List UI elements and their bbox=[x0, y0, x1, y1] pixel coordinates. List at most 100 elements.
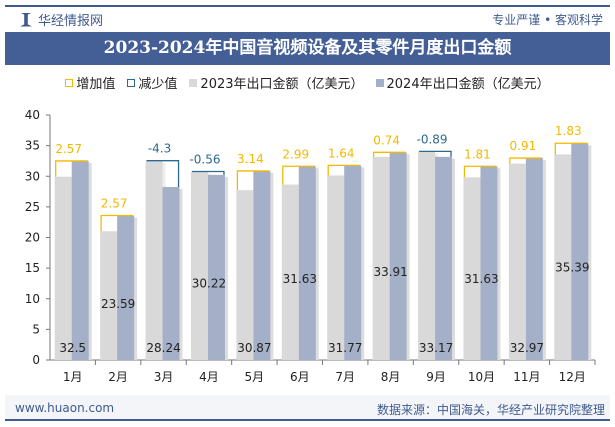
legend-swatch-2024 bbox=[375, 78, 384, 87]
change-label: 1.83 bbox=[555, 124, 582, 138]
value-label: 31.63 bbox=[464, 272, 498, 286]
decrease-bracket bbox=[146, 160, 180, 188]
legend-label: 增加值 bbox=[76, 77, 116, 92]
change-label: -0.89 bbox=[417, 132, 448, 146]
value-label: 33.17 bbox=[419, 341, 453, 355]
top-rule bbox=[5, 5, 610, 7]
bar-2024 bbox=[480, 166, 498, 360]
x-tick-label: 8月 bbox=[381, 370, 401, 384]
change-label: 1.81 bbox=[464, 147, 491, 161]
y-tick-label: 35 bbox=[25, 139, 40, 153]
x-tick-label: 12月 bbox=[559, 370, 586, 384]
change-label: 2.57 bbox=[55, 142, 82, 156]
chart-title: 2023-2024年中国音视频设备及其零件月度出口金额 bbox=[5, 32, 610, 65]
bar-2023 bbox=[190, 171, 208, 360]
bar-2023 bbox=[281, 184, 299, 360]
value-label: 33.91 bbox=[373, 265, 407, 279]
value-label: 30.87 bbox=[237, 341, 271, 355]
value-label: 23.59 bbox=[101, 297, 135, 311]
bar-2023 bbox=[554, 154, 572, 360]
value-label: 31.77 bbox=[328, 341, 362, 355]
bar-2024 bbox=[162, 187, 180, 360]
y-tick-label: 15 bbox=[25, 261, 40, 275]
change-label: 2.57 bbox=[101, 197, 128, 211]
bar-2023 bbox=[145, 160, 163, 360]
footer bbox=[5, 395, 610, 419]
value-label: 28.24 bbox=[146, 341, 180, 355]
x-tick-label: 11月 bbox=[513, 370, 540, 384]
x-tick-label: 6月 bbox=[290, 370, 310, 384]
change-label: 2.99 bbox=[282, 147, 309, 161]
x-tick-label: 9月 bbox=[426, 370, 446, 384]
legend-swatch-increase bbox=[65, 78, 74, 87]
y-tick-label: 30 bbox=[25, 169, 40, 183]
legend-label: 2024年出口金额（亿美元） bbox=[386, 77, 550, 92]
brand-name: 华经情报网 bbox=[38, 14, 104, 29]
legend-swatch-2023 bbox=[189, 78, 198, 87]
bar-2024 bbox=[207, 174, 225, 360]
footer-url[interactable]: www.huaon.com bbox=[15, 401, 115, 415]
x-tick-label: 10月 bbox=[468, 370, 495, 384]
y-tick-label: 20 bbox=[25, 231, 40, 245]
value-label: 30.22 bbox=[192, 276, 226, 290]
legend-swatch-decrease bbox=[127, 78, 136, 87]
bar-2023 bbox=[236, 190, 254, 360]
legend-label: 2023年出口金额（亿美元） bbox=[200, 77, 364, 92]
bar-2024 bbox=[571, 143, 589, 360]
bar-2023 bbox=[100, 231, 118, 360]
increase-bracket bbox=[327, 164, 361, 176]
y-tick-label: 25 bbox=[25, 200, 40, 214]
bar-2024 bbox=[435, 156, 453, 360]
bar-2023 bbox=[54, 176, 72, 360]
legend-label: 减少值 bbox=[138, 77, 178, 92]
change-label: 0.91 bbox=[510, 139, 537, 153]
increase-bracket bbox=[372, 151, 406, 157]
change-label: -0.56 bbox=[189, 152, 220, 166]
increase-bracket bbox=[509, 157, 542, 164]
value-label: 32.97 bbox=[510, 341, 544, 355]
bar-2024 bbox=[117, 215, 135, 360]
bar-2024 bbox=[298, 166, 316, 360]
y-tick-label: 40 bbox=[25, 108, 40, 122]
x-tick-label: 1月 bbox=[63, 370, 83, 384]
y-tick-label: 0 bbox=[32, 353, 40, 367]
increase-bracket bbox=[55, 160, 88, 177]
change-label: 3.14 bbox=[237, 152, 264, 166]
increase-bracket bbox=[554, 142, 588, 155]
footer-source: 数据来源：中国海关，华经产业研究院整理 bbox=[376, 403, 605, 417]
x-tick-label: 2月 bbox=[108, 370, 128, 384]
decrease-bracket bbox=[419, 150, 452, 157]
bar-2024 bbox=[253, 170, 271, 360]
y-tick-label: 5 bbox=[32, 322, 40, 336]
increase-bracket bbox=[282, 165, 315, 185]
x-tick-label: 5月 bbox=[245, 370, 265, 384]
legend: 增加值 减少值 2023年出口金额（亿美元） 2024年出口金额（亿美元） bbox=[0, 73, 615, 92]
bar-2023 bbox=[418, 151, 436, 360]
increase-bracket bbox=[100, 214, 134, 232]
bar-2024 bbox=[71, 160, 89, 360]
bar-2024 bbox=[525, 158, 543, 360]
x-tick-label: 7月 bbox=[335, 370, 355, 384]
legend-2023: 2023年出口金额（亿美元） bbox=[189, 73, 364, 92]
change-label: 0.74 bbox=[373, 133, 400, 147]
x-tick-label: 3月 bbox=[154, 370, 174, 384]
increase-bracket bbox=[236, 170, 270, 191]
x-tick-label: 4月 bbox=[199, 370, 219, 384]
legend-2024: 2024年出口金额（亿美元） bbox=[375, 73, 550, 92]
brand: 华经情报网 bbox=[20, 10, 103, 29]
y-tick-label: 10 bbox=[25, 292, 40, 306]
bottom-rule bbox=[5, 419, 610, 421]
value-label: 32.5 bbox=[59, 341, 86, 355]
bar-2024 bbox=[389, 152, 407, 360]
slogan: 专业严谨 • 客观科学 bbox=[492, 13, 603, 27]
change-label: -4.3 bbox=[148, 142, 171, 156]
decrease-bracket bbox=[191, 170, 225, 175]
legend-decrease: 减少值 bbox=[127, 73, 177, 92]
increase-bracket bbox=[463, 165, 497, 178]
change-label: 1.64 bbox=[328, 146, 355, 160]
value-label: 35.39 bbox=[555, 261, 589, 275]
bar-2024 bbox=[344, 165, 362, 360]
legend-increase: 增加值 bbox=[65, 73, 115, 92]
value-label: 31.63 bbox=[283, 272, 317, 286]
